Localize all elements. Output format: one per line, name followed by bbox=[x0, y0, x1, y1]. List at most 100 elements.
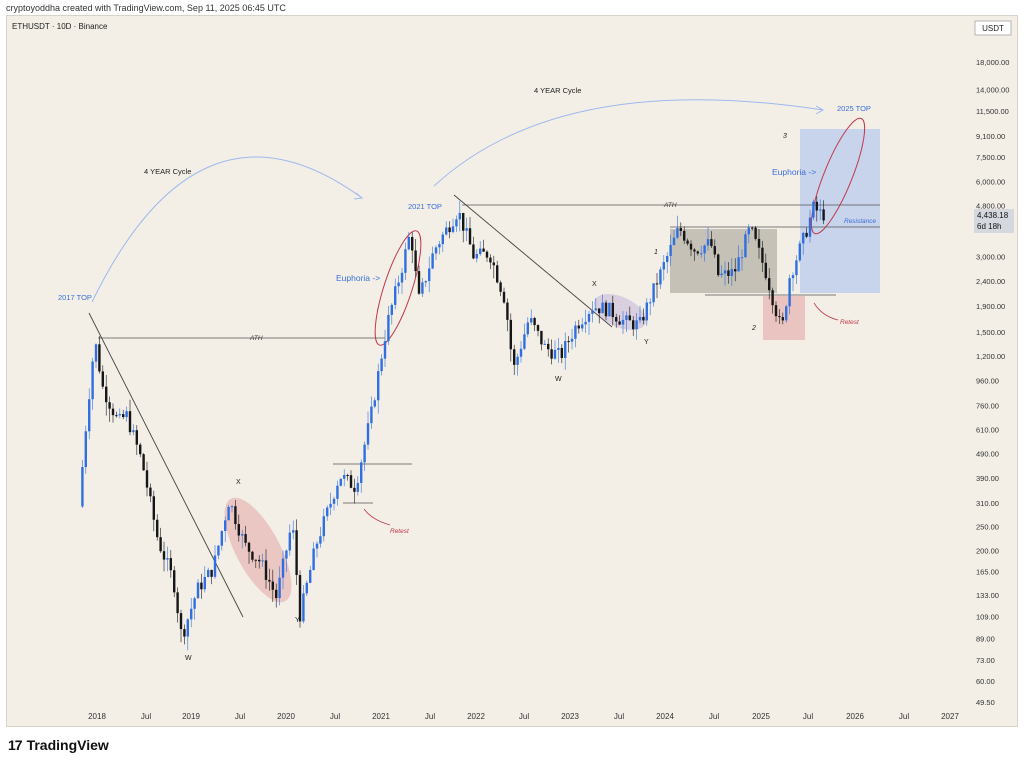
candle-up bbox=[441, 234, 445, 245]
candle-down bbox=[200, 582, 203, 590]
candle-up bbox=[649, 302, 652, 304]
candle-up bbox=[465, 228, 468, 231]
candle-up bbox=[445, 227, 448, 235]
last-price-tag: 4,438.18 6d 18h bbox=[974, 209, 1014, 233]
zone-range-gray bbox=[670, 229, 777, 293]
candle-up bbox=[652, 283, 655, 303]
candle-up bbox=[309, 569, 312, 583]
candle-up bbox=[315, 543, 319, 549]
candle-up bbox=[819, 209, 822, 211]
label-x-2: X bbox=[592, 281, 597, 288]
y-tick-label: 490.00 bbox=[976, 449, 999, 458]
candle-down bbox=[411, 236, 414, 251]
candle-up bbox=[394, 286, 397, 305]
candle-up bbox=[523, 334, 526, 349]
y-tick-label: 11,500.00 bbox=[976, 107, 1009, 116]
y-tick-label: 60.00 bbox=[976, 677, 995, 686]
candle-up bbox=[581, 324, 584, 329]
y-tick-label: 1,900.00 bbox=[976, 302, 1005, 311]
candle-up bbox=[519, 348, 523, 357]
x-tick-label: 2021 bbox=[372, 712, 390, 721]
candle-up bbox=[203, 576, 207, 590]
candle-up bbox=[428, 268, 431, 282]
tradingview-mark-icon: 17 bbox=[8, 737, 23, 753]
candle-down bbox=[768, 278, 771, 291]
candle-down bbox=[764, 262, 768, 279]
tradingview-logo[interactable]: 17 TradingView bbox=[8, 737, 109, 753]
candle-up bbox=[329, 503, 332, 508]
x-tick-label: Jul bbox=[330, 712, 340, 721]
candle-down bbox=[761, 247, 764, 263]
candle-down bbox=[448, 227, 451, 233]
candle-up bbox=[703, 245, 706, 254]
x-tick-label: 2020 bbox=[277, 712, 295, 721]
y-tick-label: 1,200.00 bbox=[976, 352, 1005, 361]
cycle-arrow-2 bbox=[815, 105, 825, 115]
price-axis: USDT 18,000.00 14,000.00 11,500.00 9,100.00… bbox=[974, 20, 1012, 707]
candle-down bbox=[183, 629, 186, 637]
candle-up bbox=[377, 371, 380, 401]
candle-down bbox=[234, 506, 237, 525]
candle-down bbox=[346, 475, 349, 477]
label-cycle-1: 4 YEAR Cycle bbox=[144, 167, 191, 176]
y-tick-label: 200.00 bbox=[976, 546, 999, 555]
candle-down bbox=[492, 262, 496, 266]
zone-2025-blue bbox=[800, 129, 880, 293]
candle-up bbox=[458, 212, 462, 220]
label-wave-3: 3 bbox=[783, 133, 787, 140]
candle-up bbox=[747, 227, 751, 235]
candle-up bbox=[305, 582, 309, 594]
y-tick-label: 4,800.00 bbox=[976, 202, 1005, 211]
x-tick-label: 2024 bbox=[656, 712, 674, 721]
candle-down bbox=[642, 316, 645, 321]
candle-down bbox=[482, 248, 485, 252]
candle-down bbox=[349, 475, 353, 488]
euphoria-ellipse-2021 bbox=[374, 230, 422, 346]
label-retest-1: Retest bbox=[390, 528, 410, 535]
label-ath-2: ATH bbox=[663, 202, 677, 209]
candle-up bbox=[91, 361, 94, 400]
currency-label: USDT bbox=[982, 24, 1004, 33]
y-tick-label: 18,000.00 bbox=[976, 58, 1009, 67]
candle-down bbox=[468, 228, 472, 245]
candle-up bbox=[81, 467, 84, 507]
y-tick-label: 73.00 bbox=[976, 656, 995, 665]
candle-up bbox=[438, 244, 441, 248]
candle-down bbox=[536, 325, 540, 331]
tradingview-brand: TradingView bbox=[26, 737, 109, 753]
candle-down bbox=[244, 534, 247, 543]
candle-down bbox=[611, 302, 615, 318]
candle-up bbox=[451, 226, 455, 233]
candle-down bbox=[734, 269, 737, 272]
candle-up bbox=[356, 482, 360, 492]
y-tick-label: 89.00 bbox=[976, 634, 995, 643]
euphoria-ellipse-2025 bbox=[810, 117, 866, 235]
candle-down bbox=[615, 317, 618, 322]
candle-up bbox=[241, 534, 244, 536]
candle-up bbox=[530, 318, 533, 323]
candle-up bbox=[808, 217, 812, 237]
candle-up bbox=[370, 406, 373, 424]
candle-down bbox=[237, 524, 241, 536]
y-tick-label: 9,100.00 bbox=[976, 132, 1005, 141]
x-tick-label: Jul bbox=[709, 712, 719, 721]
x-tick-label: Jul bbox=[519, 712, 529, 721]
candle-down bbox=[496, 265, 499, 283]
candle-up bbox=[288, 532, 292, 551]
candle-down bbox=[472, 244, 475, 259]
y-tick-label: 390.00 bbox=[976, 474, 999, 483]
candle-down bbox=[169, 558, 173, 571]
candle-up bbox=[516, 356, 519, 365]
candle-up bbox=[424, 281, 428, 283]
cycle-arrow-1 bbox=[353, 192, 364, 200]
candle-up bbox=[230, 506, 234, 508]
candle-up bbox=[94, 344, 98, 362]
candle-down bbox=[139, 444, 142, 455]
candle-down bbox=[254, 559, 258, 561]
candle-up bbox=[132, 430, 135, 433]
candle-up bbox=[802, 232, 805, 244]
candle-up bbox=[601, 302, 604, 314]
candle-down bbox=[547, 343, 550, 350]
candle-up bbox=[220, 531, 224, 546]
candle-down bbox=[176, 592, 179, 614]
